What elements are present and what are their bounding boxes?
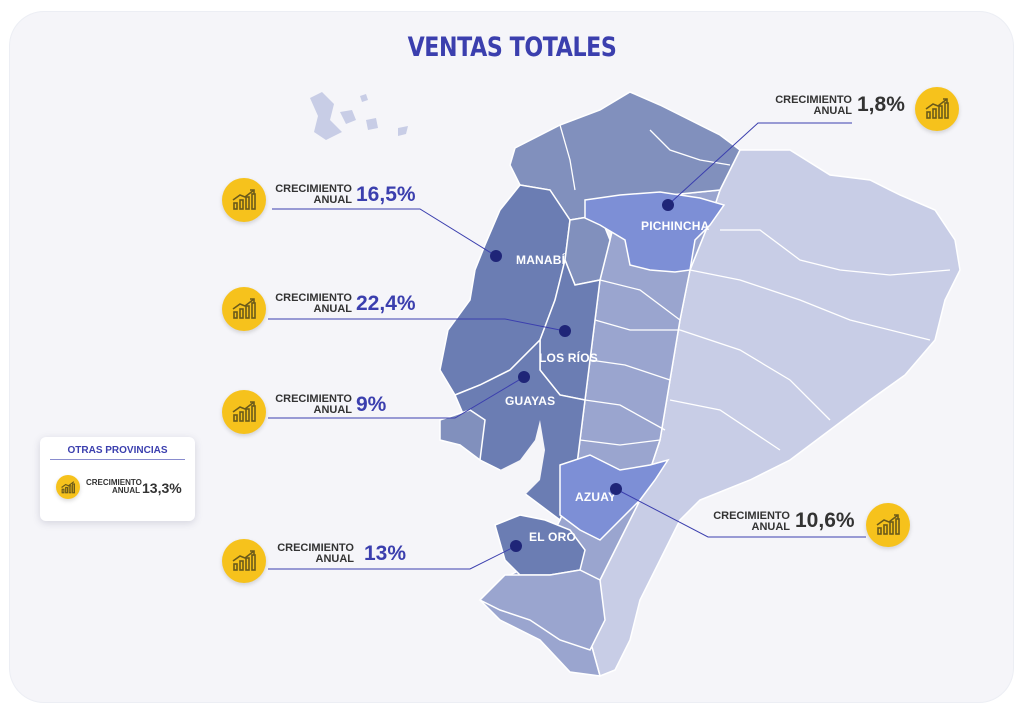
marker-pichincha	[662, 199, 674, 211]
growth-chart-icon	[56, 475, 80, 499]
other-provinces-title: OTRAS PROVINCIAS	[67, 445, 168, 456]
marker-guayas	[518, 371, 530, 383]
province-borders	[559, 124, 951, 451]
region-loja	[478, 569, 606, 651]
galapagos-islands	[310, 92, 408, 140]
growth-chart-icon	[222, 539, 266, 583]
growth-chart-icon	[915, 87, 959, 131]
region-azuay	[559, 454, 670, 541]
callout-label-azuay: CRECIMIENTO ANUAL	[713, 510, 790, 533]
other-provinces-value: 13,3%	[142, 480, 182, 496]
marker-el-oro	[510, 540, 522, 552]
divider	[50, 459, 185, 460]
page-title: VENTAS TOTALES	[407, 32, 617, 63]
region-el-oro	[494, 514, 586, 576]
province-label-el-oro: EL ORO	[529, 530, 576, 544]
marker-los-rios	[559, 325, 571, 337]
connector-el-oro	[268, 545, 517, 570]
callout-label-pichincha: CRECIMIENTO ANUAL	[775, 94, 852, 117]
connector-manabi	[272, 208, 497, 257]
callout-value-el-oro: 13%	[364, 542, 407, 565]
province-label-guayas: GUAYAS	[505, 394, 556, 408]
province-label-pichincha: PICHINCHA	[641, 219, 710, 233]
growth-chart-icon	[222, 390, 266, 434]
callout-value-azuay: 10,6%	[795, 509, 855, 532]
other-provinces-card: OTRAS PROVINCIAS CRECIMIENTO ANUAL 13,3%	[40, 437, 195, 521]
marker-manabi	[490, 250, 502, 262]
callout-label-manabi: CRECIMIENTO ANUAL	[275, 183, 352, 206]
callout-label-guayas: CRECIMIENTO ANUAL	[275, 393, 352, 416]
growth-chart-icon	[866, 503, 910, 547]
callout-label-el-oro: CRECIMIENTO ANUAL	[277, 542, 354, 565]
province-label-manabi: MANABÍ	[516, 253, 566, 267]
callout-label-los-rios: CRECIMIENTO ANUAL	[275, 292, 352, 315]
callout-value-manabi: 16,5%	[356, 183, 416, 206]
gulf-of-guayaquil	[500, 420, 545, 500]
callout-value-pichincha: 1,8%	[857, 93, 905, 116]
connector-guayas	[268, 376, 525, 419]
marker-azuay	[610, 483, 622, 495]
region-santa-elena	[439, 409, 486, 462]
growth-chart-icon	[222, 287, 266, 331]
province-label-los-rios: LOS RÍOS	[539, 351, 598, 365]
province-label-azuay: AZUAY	[575, 490, 617, 504]
growth-chart-icon	[222, 178, 266, 222]
callout-value-guayas: 9%	[356, 393, 387, 416]
other-provinces-label: CRECIMIENTO ANUAL	[86, 478, 142, 495]
connector-los-rios	[268, 318, 566, 332]
connector-azuay	[615, 488, 866, 538]
callout-value-los-rios: 22,4%	[356, 292, 416, 315]
connector-pichincha	[667, 122, 852, 206]
